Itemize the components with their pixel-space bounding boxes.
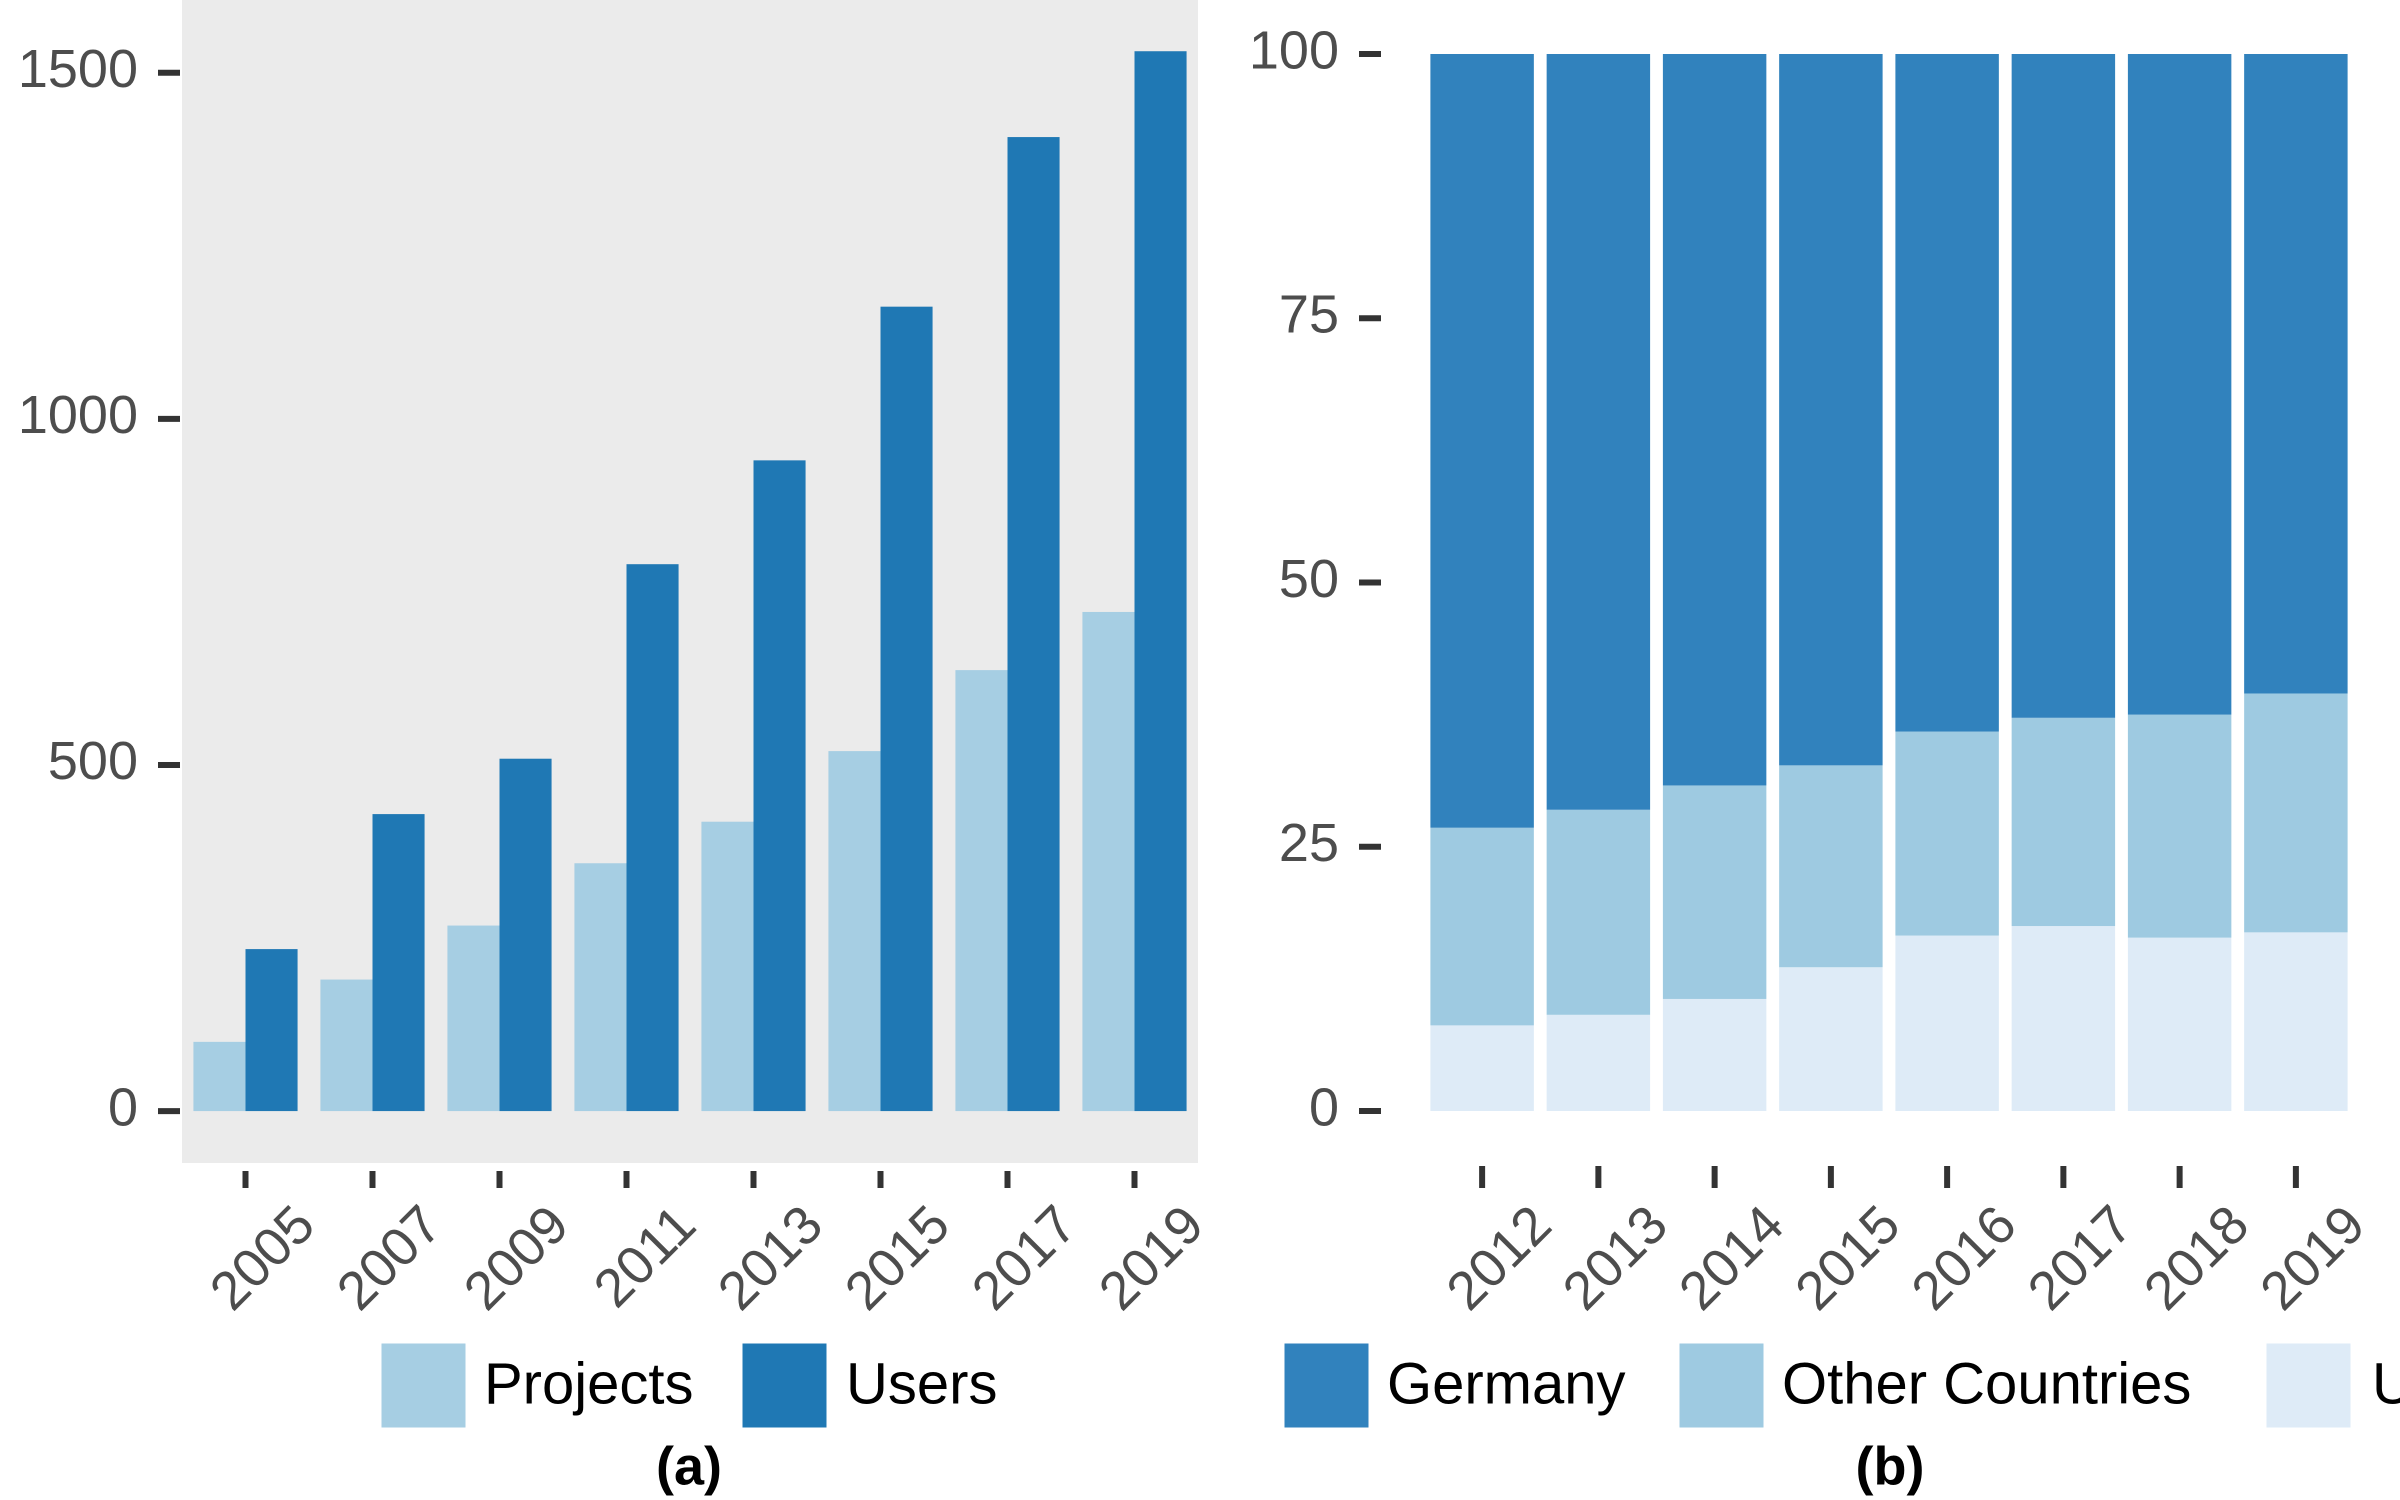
bar-segment <box>1430 54 1534 828</box>
bar-segment <box>1430 1025 1534 1111</box>
y-tick-label: 100 <box>1249 20 1339 80</box>
bar <box>447 925 500 1112</box>
bar-segment <box>1895 935 1999 1111</box>
bar-segment <box>2127 937 2232 1111</box>
legend-swatch <box>739 1340 830 1431</box>
bar-segment <box>1895 54 1999 732</box>
y-tick-label: 0 <box>108 1077 138 1137</box>
bar-segment <box>2011 926 2116 1111</box>
bar-segment <box>2244 693 2348 933</box>
legend-swatch <box>378 1340 469 1431</box>
legend-swatch <box>1281 1340 1372 1431</box>
x-tick-label: 2019 <box>1088 1194 1215 1321</box>
caption: (b) <box>1856 1436 1925 1496</box>
y-tick-label: 1500 <box>18 39 138 99</box>
y-tick-label: 500 <box>48 731 138 791</box>
bar <box>880 306 933 1112</box>
x-tick-label: 2015 <box>1784 1194 1911 1321</box>
x-tick-label: 2018 <box>2133 1194 2260 1321</box>
bar <box>1007 137 1060 1112</box>
bar-segment <box>1779 967 1883 1111</box>
bar-segment <box>2127 714 2232 938</box>
bar <box>320 979 373 1112</box>
bar <box>626 564 679 1112</box>
bar-segment <box>1662 785 1767 999</box>
x-tick-label: 2005 <box>199 1194 326 1321</box>
bar <box>245 949 298 1112</box>
legend-label: Other Countries <box>1782 1351 2191 1416</box>
bar-segment <box>2244 54 2348 694</box>
bar-segment <box>2127 54 2232 715</box>
x-tick-label: 2017 <box>961 1194 1088 1321</box>
bar <box>828 751 881 1112</box>
bar-segment <box>2244 932 2348 1111</box>
x-tick-label: 2016 <box>1900 1194 2027 1321</box>
bar-segment <box>1779 765 1883 968</box>
bar-segment <box>2011 717 2116 927</box>
y-tick-label: 0 <box>1309 1077 1339 1137</box>
bar <box>372 814 425 1112</box>
x-tick-label: 2017 <box>2017 1194 2144 1321</box>
x-tick-label: 2011 <box>583 1194 708 1319</box>
x-tick-label: 2009 <box>453 1194 580 1321</box>
x-tick-label: 2019 <box>2249 1194 2376 1321</box>
caption: (a) <box>656 1436 722 1496</box>
bar <box>955 670 1008 1112</box>
bar-segment <box>1779 54 1883 766</box>
bar <box>701 821 754 1112</box>
legend-label: U <box>2372 1351 2400 1416</box>
bar <box>1082 611 1135 1112</box>
bar-segment <box>1546 1014 1651 1111</box>
bar <box>574 863 627 1112</box>
legend-swatch <box>1676 1340 1767 1431</box>
bar-segment <box>1895 731 1999 936</box>
x-tick-label: 2013 <box>1552 1194 1679 1321</box>
legend-label: Projects <box>484 1351 694 1416</box>
bar-segment <box>2011 54 2116 718</box>
y-tick-label: 25 <box>1279 813 1339 873</box>
bar-segment <box>1430 827 1534 1026</box>
legend-label: Users <box>846 1351 997 1416</box>
bar <box>193 1041 246 1112</box>
y-tick-label: 75 <box>1279 285 1339 345</box>
bar <box>753 460 806 1112</box>
bar-segment <box>1546 54 1651 810</box>
y-tick-label: 1000 <box>18 385 138 445</box>
legend-label: Germany <box>1387 1351 1626 1416</box>
x-tick-label: 2015 <box>834 1194 961 1321</box>
bar <box>1134 51 1187 1112</box>
y-tick-label: 50 <box>1279 549 1339 609</box>
x-tick-label: 2014 <box>1668 1194 1795 1321</box>
x-tick-label: 2012 <box>1435 1194 1562 1321</box>
bar-segment <box>1662 54 1767 786</box>
x-tick-label: 2007 <box>326 1194 453 1321</box>
x-tick-label: 2013 <box>707 1194 834 1321</box>
bar-segment <box>1546 809 1651 1015</box>
bar <box>499 758 552 1112</box>
legend-swatch <box>2263 1340 2354 1431</box>
bar-segment <box>1662 998 1767 1111</box>
